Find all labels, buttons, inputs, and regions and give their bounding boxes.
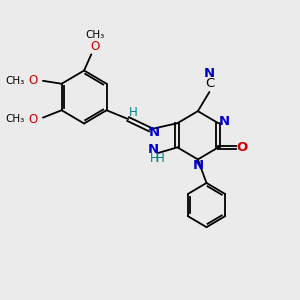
Text: C: C	[205, 77, 214, 90]
Text: N: N	[148, 126, 160, 140]
Text: H: H	[156, 152, 165, 165]
Text: N: N	[192, 159, 203, 172]
Text: N: N	[148, 143, 159, 156]
Text: O: O	[90, 40, 99, 52]
Text: H: H	[149, 152, 158, 165]
Text: H: H	[129, 106, 138, 119]
Text: N: N	[204, 67, 215, 80]
Text: CH₃: CH₃	[6, 114, 25, 124]
Text: O: O	[28, 112, 38, 126]
Text: N: N	[219, 115, 230, 128]
Text: O: O	[236, 141, 247, 154]
Text: O: O	[28, 74, 38, 87]
Text: CH₃: CH₃	[6, 76, 25, 86]
Text: CH₃: CH₃	[85, 30, 104, 40]
